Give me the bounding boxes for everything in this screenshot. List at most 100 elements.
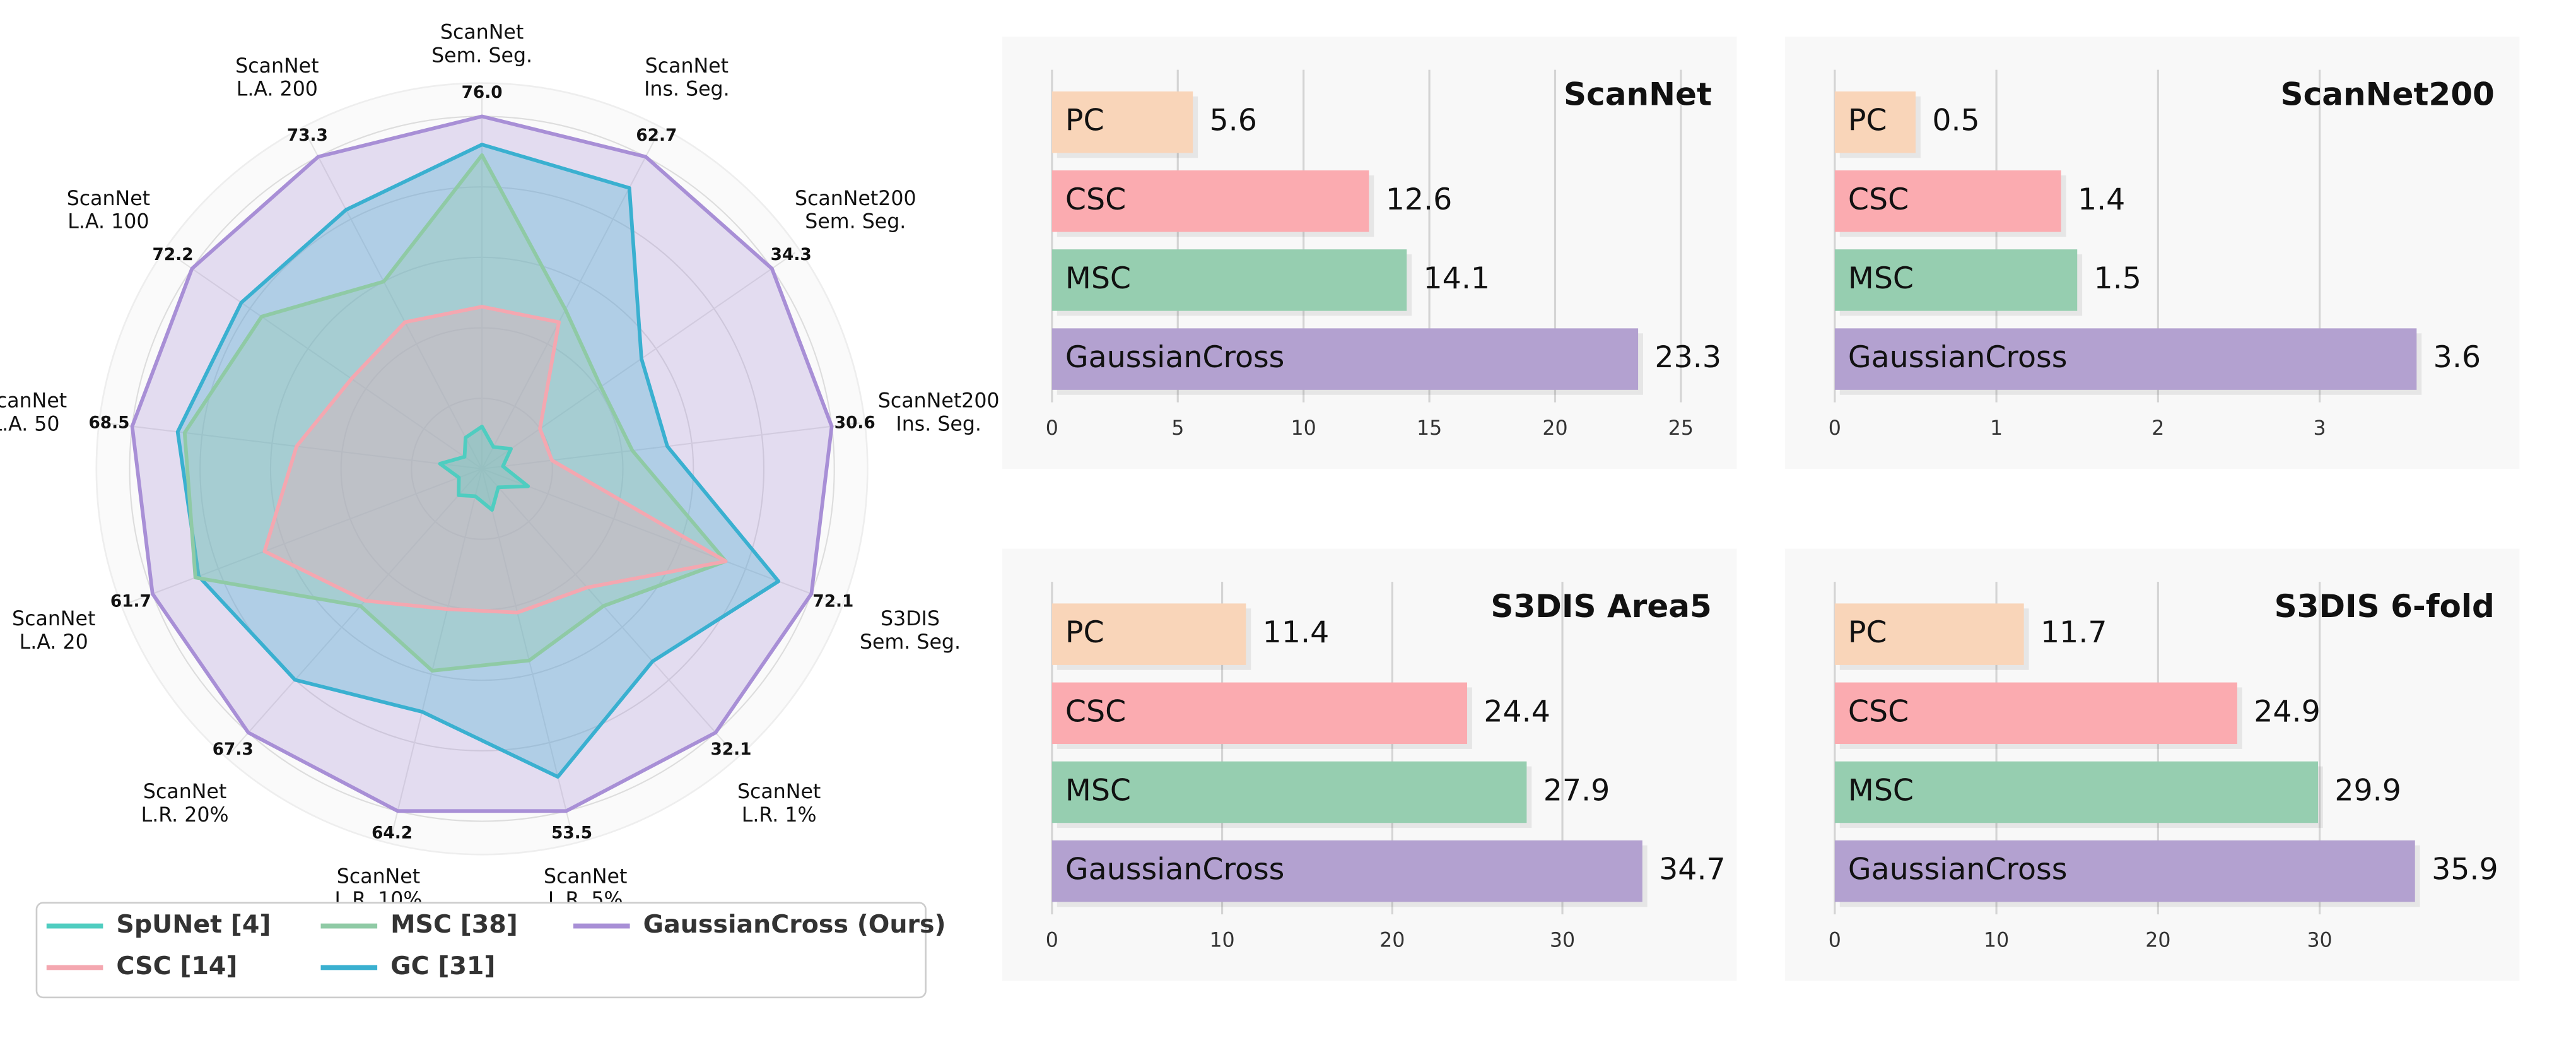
bar-value-label: 34.7 bbox=[1659, 852, 1726, 887]
bar bbox=[1051, 682, 1467, 745]
x-tick-label: 25 bbox=[1668, 417, 1694, 440]
radar-area bbox=[130, 114, 834, 813]
bar-value-label: 14.1 bbox=[1424, 261, 1490, 296]
bar-category-label: PC bbox=[1848, 615, 1887, 650]
radar-axis-label: ScanNet bbox=[337, 865, 420, 888]
bar bbox=[1051, 170, 1369, 232]
bar-value-label: 5.6 bbox=[1210, 103, 1257, 138]
bar-value-label: 0.5 bbox=[1932, 103, 1979, 138]
radar-axis-label: ScanNet bbox=[440, 21, 524, 44]
radar-area bbox=[438, 425, 530, 512]
radar-axis-label: ScanNet bbox=[544, 865, 627, 888]
x-tick-label: 0 bbox=[1829, 417, 1841, 440]
radar-value-label: 72.2 bbox=[153, 245, 194, 264]
radar-axis-label: ScanNet bbox=[235, 55, 319, 78]
bar bbox=[1051, 840, 1642, 902]
radar-spoke bbox=[229, 468, 483, 755]
radar-axis-label: ScanNet200 bbox=[795, 187, 916, 210]
bar-category-label: MSC bbox=[1848, 261, 1914, 296]
x-tick-label: 30 bbox=[1550, 929, 1575, 952]
bar bbox=[1051, 761, 1527, 823]
radar-value-label: 62.7 bbox=[636, 126, 677, 145]
bar-value-label: 35.9 bbox=[2432, 852, 2498, 887]
radar-spoke bbox=[390, 468, 483, 839]
radar-value-label: 61.7 bbox=[110, 592, 151, 611]
radar-axis-label: L.A. 50 bbox=[0, 413, 60, 436]
bar-value-label: 3.6 bbox=[2433, 340, 2481, 375]
x-tick-label: 20 bbox=[1379, 929, 1405, 952]
radar-axis-label: ScanNet bbox=[0, 390, 67, 413]
chart-title: ScanNet bbox=[1564, 76, 1712, 112]
radar-axis-label: L.R. 20% bbox=[141, 804, 229, 827]
chart-title: S3DIS Area5 bbox=[1490, 588, 1711, 625]
bar bbox=[1834, 170, 2061, 232]
bar-value-label: 1.5 bbox=[2094, 261, 2141, 296]
radar-spoke bbox=[304, 131, 483, 469]
bar bbox=[1834, 603, 2024, 665]
bar-value-label: 11.7 bbox=[2040, 615, 2107, 650]
x-tick-label: 10 bbox=[1291, 417, 1316, 440]
radar-area bbox=[175, 143, 781, 779]
bar-category-label: CSC bbox=[1848, 182, 1909, 217]
chart-title: S3DIS 6-fold bbox=[2274, 588, 2495, 625]
bar-value-label: 11.4 bbox=[1263, 615, 1330, 650]
x-tick-label: 10 bbox=[1984, 929, 2009, 952]
chart-title: ScanNet200 bbox=[2281, 76, 2495, 112]
radar-axis-label: Sem. Seg. bbox=[805, 211, 906, 233]
radar-axis-label: ScanNet bbox=[143, 781, 226, 803]
radar-axis-label: ScanNet bbox=[737, 781, 821, 803]
x-tick-label: 5 bbox=[1171, 417, 1184, 440]
radar-axis-label: Sem. Seg. bbox=[431, 45, 532, 68]
radar-axis-label: Ins. Seg. bbox=[644, 78, 730, 101]
legend-label: GC [31] bbox=[390, 952, 495, 981]
radar-value-label: 76.0 bbox=[462, 83, 503, 102]
radar-area bbox=[182, 153, 728, 673]
radar-axis-label: ScanNet bbox=[12, 608, 95, 630]
bar-category-label: MSC bbox=[1848, 773, 1914, 808]
radar-value-label: 72.1 bbox=[812, 592, 853, 611]
bar-category-label: GaussianCross bbox=[1065, 852, 1284, 887]
bar-value-label: 1.4 bbox=[2078, 182, 2125, 217]
bar-value-label: 23.3 bbox=[1654, 340, 1721, 375]
radar-spoke bbox=[481, 252, 796, 469]
legend-label: MSC [38] bbox=[390, 910, 518, 939]
bar-category-label: GaussianCross bbox=[1848, 852, 2067, 887]
legend-label: CSC [14] bbox=[116, 952, 237, 981]
radar-axis-label: L.A. 20 bbox=[20, 631, 88, 654]
bar-category-label: PC bbox=[1065, 103, 1104, 138]
bar-value-label: 24.9 bbox=[2254, 694, 2321, 729]
bar-category-label: GaussianCross bbox=[1848, 340, 2067, 375]
radar-area bbox=[262, 305, 728, 615]
x-tick-label: 20 bbox=[2145, 929, 2170, 952]
radar-value-label: 67.3 bbox=[213, 740, 254, 759]
bar-value-label: 24.4 bbox=[1484, 694, 1550, 729]
bar-value-label: 29.9 bbox=[2334, 773, 2401, 808]
x-tick-label: 0 bbox=[1829, 929, 1841, 952]
x-tick-label: 30 bbox=[2307, 929, 2332, 952]
radar-spoke bbox=[481, 468, 735, 755]
radar-value-label: 64.2 bbox=[372, 824, 413, 843]
bar-value-label: 12.6 bbox=[1386, 182, 1453, 217]
bar bbox=[1051, 328, 1639, 390]
bar-category-label: PC bbox=[1065, 615, 1104, 650]
radar-value-label: 53.5 bbox=[551, 824, 592, 843]
bar bbox=[1834, 91, 1916, 153]
radar-axis-label: L.R. 1% bbox=[742, 804, 817, 827]
x-tick-label: 2 bbox=[2152, 417, 2164, 440]
bar bbox=[1051, 603, 1246, 665]
bar-category-label: MSC bbox=[1065, 773, 1131, 808]
radar-value-label: 34.3 bbox=[771, 245, 812, 264]
radar-axis-label: Sem. Seg. bbox=[860, 631, 961, 654]
legend-box bbox=[35, 902, 927, 999]
radar-axis-label: ScanNet bbox=[67, 187, 150, 210]
legend-label: GaussianCross (Ours) bbox=[643, 910, 946, 939]
bar-category-label: GaussianCross bbox=[1065, 340, 1284, 375]
radar-axis-label: ScanNet200 bbox=[878, 390, 1000, 413]
bar-category-label: CSC bbox=[1065, 182, 1126, 217]
radar-value-label: 32.1 bbox=[710, 740, 751, 759]
radar-value-label: 68.5 bbox=[88, 414, 129, 433]
radar-axis-label: S3DIS bbox=[881, 608, 940, 630]
radar-axis-label: L.A. 100 bbox=[67, 211, 149, 233]
radar-spoke bbox=[168, 252, 483, 469]
